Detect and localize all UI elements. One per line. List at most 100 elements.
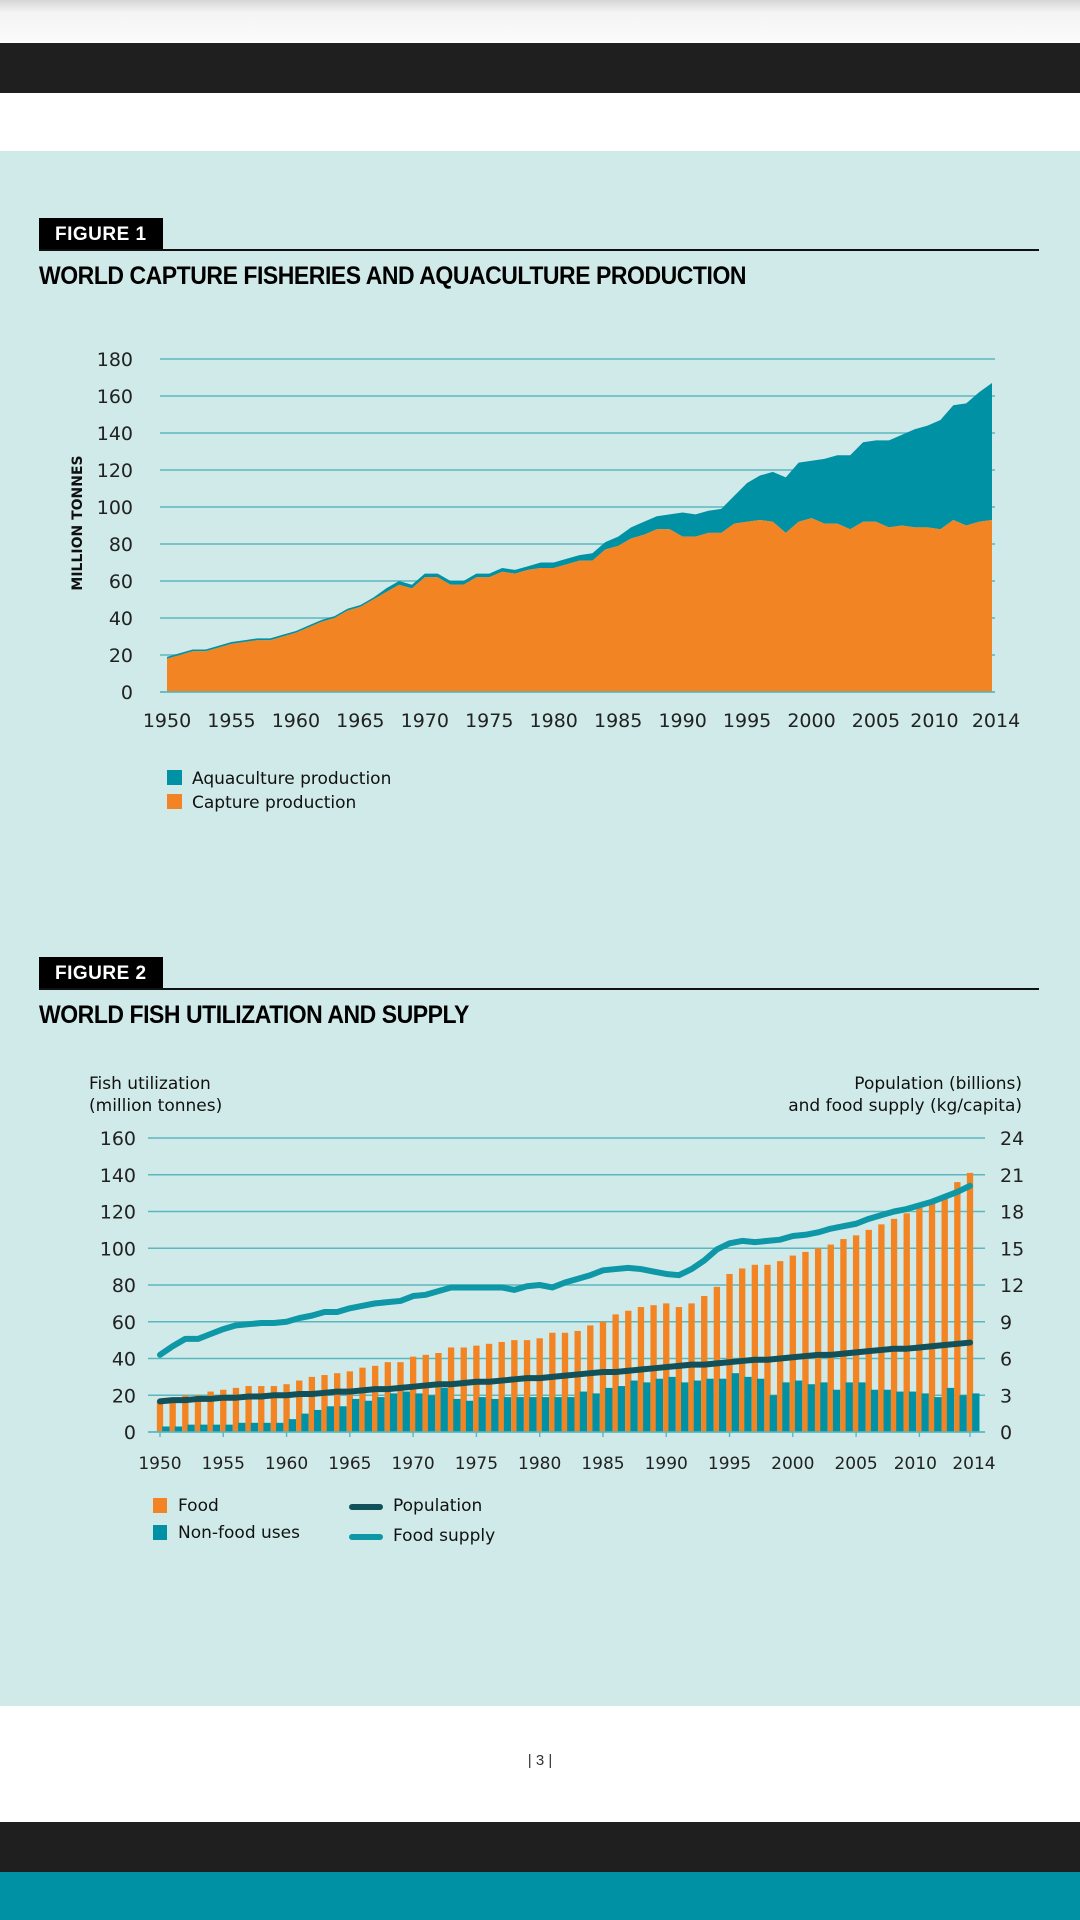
food-bar — [789, 1255, 796, 1432]
y-tick-label: 180 — [97, 349, 133, 371]
left-y-tick-label: 140 — [100, 1165, 136, 1187]
page-number: | 3 | — [527, 1752, 553, 1769]
y-tick-label: 160 — [97, 386, 133, 408]
nonfood-bar — [503, 1397, 512, 1432]
nonfood-bar — [326, 1406, 335, 1432]
food-bar — [776, 1261, 784, 1432]
nonfood-bar — [174, 1426, 183, 1432]
nonfood-bar — [263, 1422, 271, 1432]
nonfood-bar — [238, 1422, 246, 1432]
food-bar — [599, 1321, 607, 1432]
legend-label: Food — [178, 1496, 219, 1516]
x-tick-label: 2000 — [787, 710, 835, 732]
nonfood-bar — [225, 1424, 233, 1432]
food-bar — [561, 1332, 569, 1432]
food-bar — [523, 1340, 531, 1432]
food-bar — [308, 1376, 316, 1432]
food-bar — [220, 1389, 227, 1432]
food-bar — [751, 1264, 759, 1432]
figure2-chart: Fish utilization(million tonnes) Populati… — [89, 1074, 1024, 1546]
food-bar — [536, 1338, 543, 1432]
nonfood-bar — [427, 1395, 436, 1432]
right-y-tick-label: 21 — [1000, 1165, 1024, 1187]
x-tick-label: 1995 — [708, 1454, 751, 1474]
legend-swatch — [167, 794, 182, 809]
legend-swatch — [153, 1498, 167, 1513]
food-bar — [726, 1273, 733, 1432]
figure1-rule — [39, 249, 1039, 251]
nonfood-bar — [592, 1393, 600, 1432]
nonfood-bar — [681, 1382, 689, 1432]
nonfood-bar — [946, 1387, 955, 1432]
nonfood-bar — [352, 1398, 360, 1432]
figure2-title: WORLD FISH UTILIZATION AND SUPPLY — [39, 1001, 469, 1029]
nonfood-bar — [719, 1378, 727, 1432]
food-bar — [194, 1395, 202, 1432]
food-bar — [878, 1224, 885, 1432]
nonfood-bar — [529, 1397, 537, 1432]
food-bar — [460, 1347, 467, 1432]
nonfood-bar — [200, 1424, 208, 1432]
food-bar — [156, 1400, 164, 1432]
right-y-tick-label: 6 — [1000, 1349, 1012, 1371]
nonfood-bar — [415, 1393, 423, 1432]
food-bar — [232, 1387, 240, 1432]
nonfood-bar — [731, 1373, 740, 1432]
food-bar — [574, 1330, 581, 1432]
nonfood-bar — [377, 1397, 385, 1432]
nonfood-bar — [832, 1389, 841, 1432]
left-y-tick-label: 120 — [100, 1202, 136, 1224]
left-axis-title-line2: (million tonnes) — [89, 1096, 222, 1116]
nonfood-bar — [187, 1424, 195, 1432]
nonfood-bar — [465, 1400, 474, 1432]
nonfood-bar — [491, 1398, 499, 1432]
food-bar — [182, 1395, 189, 1432]
nonfood-bar — [478, 1397, 486, 1432]
nonfood-bar — [845, 1382, 853, 1432]
y-tick-label: 100 — [97, 497, 133, 519]
food-bar — [511, 1340, 518, 1432]
x-tick-label: 1985 — [594, 710, 642, 732]
food-bar — [966, 1172, 974, 1432]
food-bar — [283, 1384, 290, 1432]
x-tick-label: 1950 — [143, 710, 191, 732]
x-tick-label: 1975 — [455, 1454, 498, 1474]
food-bar — [422, 1354, 429, 1432]
x-tick-label: 1970 — [391, 1454, 434, 1474]
nonfood-bar — [744, 1376, 752, 1432]
food-bar — [675, 1307, 683, 1432]
nonfood-bar — [554, 1397, 562, 1432]
right-y-tick-label: 0 — [1000, 1422, 1012, 1444]
food-bar — [409, 1356, 417, 1432]
nonfood-bar — [883, 1389, 891, 1432]
right-y-tick-label: 12 — [1000, 1275, 1024, 1297]
x-tick-label: 1990 — [645, 1454, 688, 1474]
food-bar — [371, 1365, 379, 1432]
food-supply-line — [157, 1182, 973, 1358]
food-bar — [207, 1391, 214, 1432]
food-bar — [739, 1268, 746, 1432]
nonfood-bar — [820, 1382, 828, 1432]
x-tick-label: 1965 — [336, 710, 384, 732]
left-y-tick-label: 20 — [112, 1385, 136, 1407]
nonfood-bar — [402, 1391, 410, 1432]
x-tick-label: 1995 — [723, 710, 771, 732]
nonfood-bar — [782, 1382, 790, 1432]
x-tick-label: 1965 — [328, 1454, 371, 1474]
nonfood-bar — [655, 1378, 664, 1432]
nonfood-bar — [693, 1380, 702, 1432]
top-status-shade — [0, 0, 1080, 42]
food-bar — [903, 1213, 910, 1432]
food-bar — [890, 1218, 898, 1432]
nonfood-bar — [567, 1397, 575, 1432]
nonfood-bar — [314, 1409, 322, 1432]
food-bar — [928, 1200, 936, 1432]
right-y-tick-label: 9 — [1000, 1312, 1012, 1334]
y-tick-label: 0 — [121, 682, 133, 704]
food-bar — [169, 1400, 176, 1432]
x-tick-label: 2010 — [894, 1454, 937, 1474]
x-tick-label: 1990 — [658, 710, 706, 732]
nonfood-bar — [908, 1391, 917, 1432]
right-axis-title-line2: and food supply (kg/capita) — [788, 1096, 1022, 1116]
nonfood-bar — [668, 1376, 676, 1432]
